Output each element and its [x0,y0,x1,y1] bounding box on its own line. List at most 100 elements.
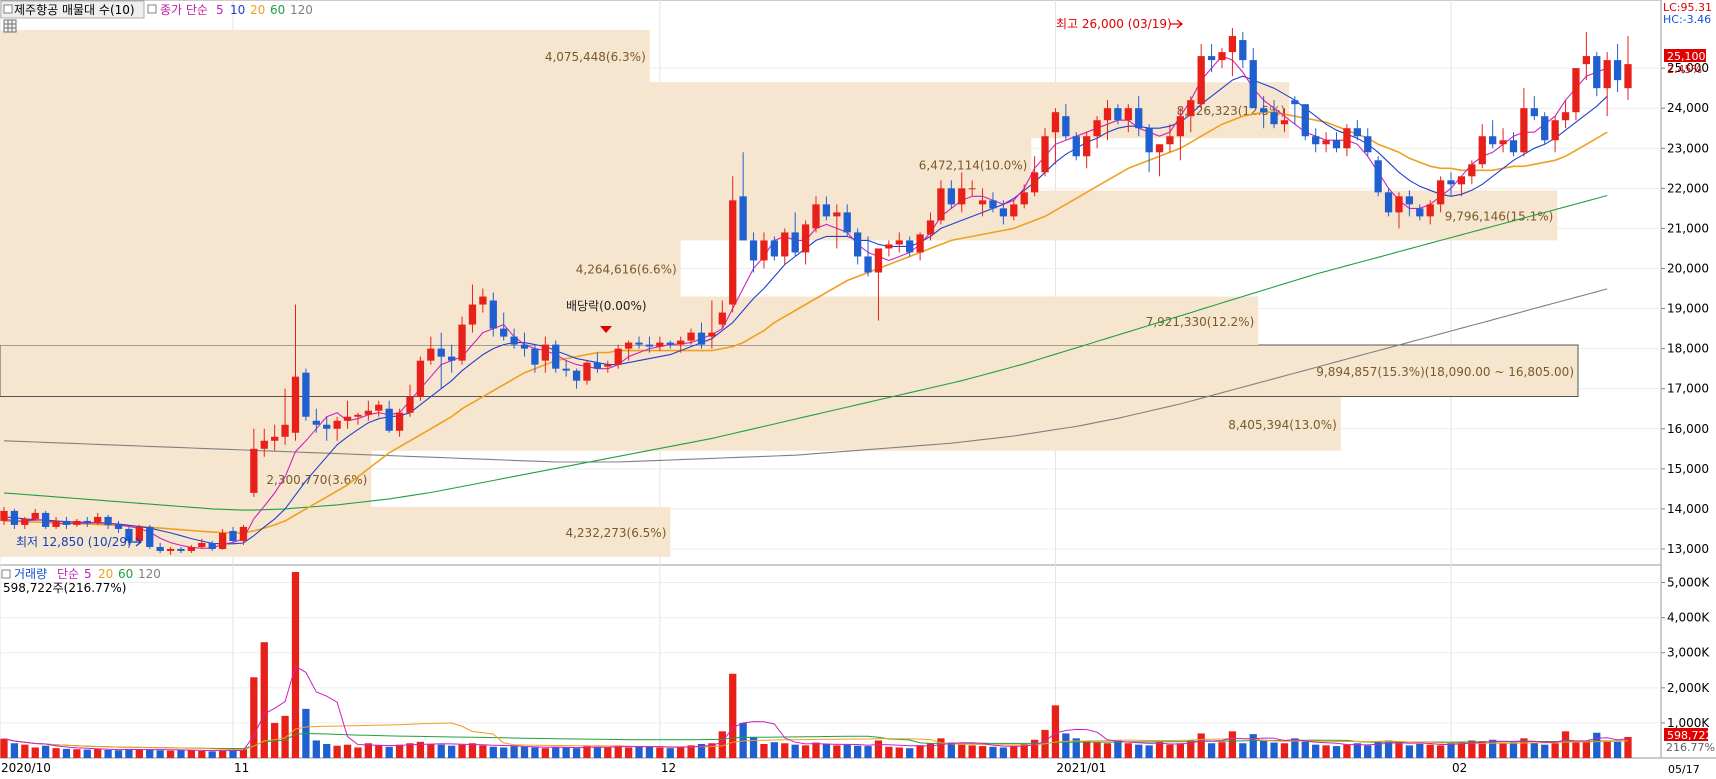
volume-bar [1405,745,1414,758]
volume-bar [666,748,674,758]
candle-body [1520,108,1528,153]
volume-profile-label: 8,405,394(13.0%) [1228,418,1337,432]
volume-bar [114,750,123,758]
hc-value: HC:-3.46 [1663,13,1711,26]
volume-bar [1530,742,1538,758]
volume-bar [1312,744,1320,758]
volume-bar [760,743,768,758]
volume-bar [31,747,39,758]
candle-body [572,370,581,381]
candle-body [1322,140,1330,145]
volume-bar [1436,745,1445,758]
volume-bar [1301,741,1309,758]
volume-bar [947,742,955,758]
volume-bar [125,748,133,758]
volume-bar [10,743,19,758]
candle-body [312,420,320,425]
volume-profile-bar [0,138,1032,191]
candle-body [510,336,518,345]
candle-body [968,188,976,190]
candle-body [1041,136,1049,173]
candle-body [62,520,71,525]
x-tick-label: 02 [1452,761,1467,775]
volume-bar [1145,745,1153,758]
candle-body [156,546,164,551]
candle-body [1624,64,1632,89]
candle-body [1364,136,1372,153]
candle-body [947,188,955,205]
volume-bar [677,746,685,758]
candle-body [239,526,248,541]
volume-bar [239,749,248,758]
volume-bar [978,746,987,758]
volume-bar [1291,738,1299,758]
candle-body [833,212,841,217]
volume-bar [1541,744,1549,758]
last-change-value: 2.45% [1667,63,1702,76]
candle-body [281,424,289,437]
candle-body [1416,208,1424,217]
candle-body [1478,136,1486,165]
last-volume-pct: 216.77% [1666,741,1715,754]
candle-body [1114,108,1122,121]
candle-body [1384,192,1393,213]
x-axis-end-label: 05/17 [1668,763,1700,776]
volume-tick-label: 4,000K [1667,611,1710,625]
volume-bar [1322,745,1330,758]
volume-bar [1364,745,1372,758]
candle-body [1489,136,1497,145]
volume-bar [135,749,143,758]
candle-body [31,512,39,519]
candle-body [1218,52,1226,61]
volume-bar [312,740,320,758]
candle-body [500,328,508,337]
volume-bar [1166,744,1174,758]
volume-bar [801,745,810,758]
candle-body [291,376,300,433]
volume-ma-period-60: 60 [118,567,133,581]
candle-body [323,424,331,429]
candle-body [635,342,643,345]
volume-checkbox[interactable] [1,569,11,579]
candle-body [770,240,779,257]
volume-panel-header: 거래량 단순 5 20 60 120 598,722주(216.77%) [1,567,161,595]
ma-period-5: 5 [216,3,224,17]
candle-body [21,518,29,525]
volume-bar [520,746,529,758]
price-tick-label: 17,000 [1667,382,1709,396]
candle-body [1249,60,1257,109]
volume-profile-bar [0,396,1341,451]
volume-bar [1593,732,1601,758]
price-tick-label: 18,000 [1667,342,1709,356]
candle-body [250,448,258,493]
volume-bar [1010,746,1018,758]
title-box[interactable] [0,0,145,19]
volume-bar [812,742,820,758]
volume-bar [1603,740,1611,758]
candle-body [958,188,966,205]
volume-ma-lines [3,665,1629,752]
candle-body [125,528,133,541]
volume-bar [21,744,29,758]
candle-body [1572,68,1580,113]
candle-body [1561,112,1570,121]
candle-body [208,542,216,549]
volume-bar [198,750,206,758]
volume-bar [416,741,425,758]
x-tick-label: 11 [234,761,249,775]
candle-body [1020,192,1028,205]
volume-bar [1135,744,1143,758]
volume-bar [906,748,914,758]
volume-bar [1468,740,1476,758]
table-icon[interactable] [3,19,17,33]
ma-checkbox[interactable] [147,4,157,14]
last-volume-value: 598,722 [1667,729,1713,742]
volume-bar [146,749,154,758]
candle-body [229,530,237,541]
candle-body [1103,108,1112,121]
candle-body [73,520,81,525]
title-checkbox[interactable] [3,4,13,14]
candle-body [760,240,768,261]
candle-body [1270,112,1278,125]
